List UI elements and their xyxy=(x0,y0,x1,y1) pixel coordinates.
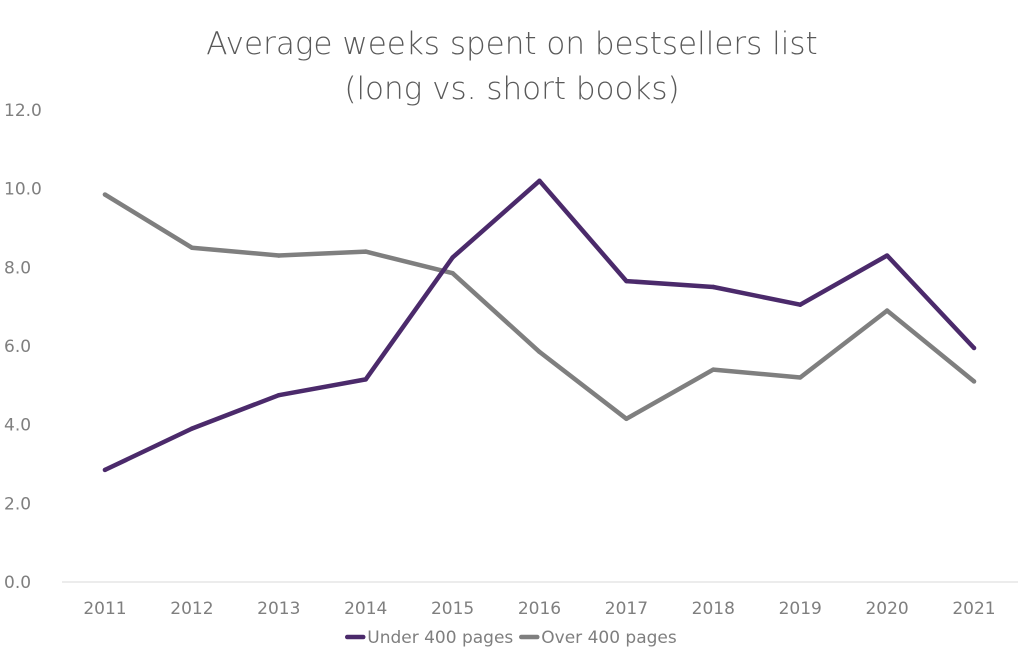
x-tick-label: 2013 xyxy=(257,599,300,619)
data-point xyxy=(971,379,977,384)
y-tick-label: 2.0 xyxy=(4,494,31,514)
x-tick-label: 2015 xyxy=(431,599,474,619)
y-tick-label: 4.0 xyxy=(4,416,31,436)
x-tick-label: 2014 xyxy=(344,599,387,619)
y-tick-label: 6.0 xyxy=(4,337,31,357)
data-point xyxy=(798,302,803,307)
data-point xyxy=(276,392,281,398)
data-point xyxy=(624,278,629,284)
legend-item: Under 400 pages xyxy=(345,628,513,648)
y-tick-label: 12.0 xyxy=(4,101,42,121)
data-point xyxy=(624,416,629,421)
data-point xyxy=(537,178,542,183)
data-point xyxy=(971,345,977,351)
y-tick-label: 8.0 xyxy=(4,258,31,278)
series-line-1 xyxy=(102,192,977,422)
x-tick-label: 2021 xyxy=(952,599,995,619)
x-tick-label: 2011 xyxy=(83,599,126,619)
legend-label: Under 400 pages xyxy=(367,628,513,648)
data-point xyxy=(363,249,368,254)
series-lines xyxy=(102,178,977,473)
legend-item: Over 400 pages xyxy=(519,628,677,648)
data-point xyxy=(102,467,108,473)
series-line-0 xyxy=(102,178,977,473)
data-point xyxy=(276,253,281,258)
data-point xyxy=(450,255,455,260)
chart-title-line-2: (long vs. short books) xyxy=(344,71,679,107)
chart-title: Average weeks spent on bestsellers list … xyxy=(206,26,817,107)
data-point xyxy=(450,271,455,276)
data-point xyxy=(189,245,195,250)
y-tick-label: 0.0 xyxy=(4,573,31,593)
x-tick-label: 2020 xyxy=(865,599,908,619)
data-point xyxy=(798,375,803,380)
x-tick-label: 2019 xyxy=(779,599,822,619)
legend: Under 400 pages Over 400 pages xyxy=(345,628,677,648)
x-tick-label: 2016 xyxy=(518,599,561,619)
x-tick-label: 2017 xyxy=(605,599,648,619)
data-point xyxy=(711,367,716,372)
data-point xyxy=(711,284,716,290)
x-tick-label: 2012 xyxy=(170,599,213,619)
data-point xyxy=(537,349,542,355)
x-axis: 2011 2012 2013 2014 2015 2016 2017 2018 2019 2020… xyxy=(83,599,995,619)
data-point xyxy=(363,377,368,382)
data-point xyxy=(102,192,108,197)
chart-title-line-1: Average weeks spent on bestsellers list xyxy=(206,26,817,62)
data-point xyxy=(189,426,195,431)
data-point xyxy=(884,253,890,258)
y-tick-label: 10.0 xyxy=(4,180,42,200)
legend-label: Over 400 pages xyxy=(541,628,677,648)
x-tick-label: 2018 xyxy=(692,599,735,619)
data-point xyxy=(884,308,890,313)
y-axis: 0.0 2.0 4.0 6.0 8.0 10.0 12.0 xyxy=(4,101,42,593)
